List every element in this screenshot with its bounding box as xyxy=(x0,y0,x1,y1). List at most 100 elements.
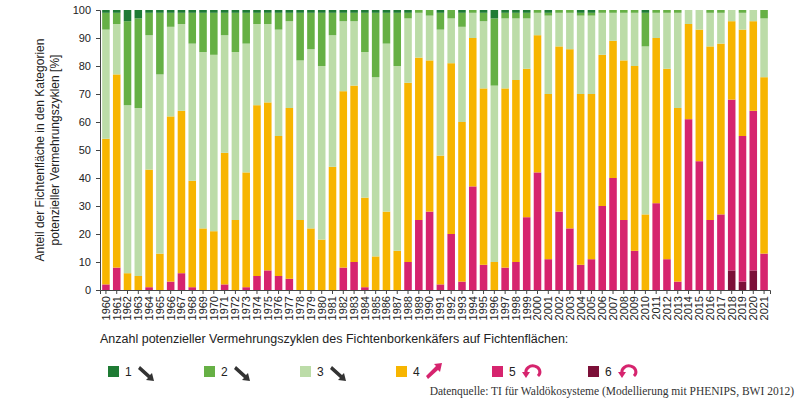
x-tick-mark xyxy=(580,290,581,294)
bar-segment xyxy=(188,10,196,13)
series-2 xyxy=(102,10,768,108)
x-tick-mark xyxy=(677,290,678,294)
bar-segment xyxy=(491,86,499,262)
bar-segment xyxy=(340,268,348,290)
bar-segment xyxy=(577,10,585,13)
bar-segment xyxy=(145,10,153,13)
legend-label: 1 xyxy=(125,365,132,379)
bar-segment xyxy=(458,122,466,282)
y-tick: 70 xyxy=(79,88,100,100)
bar-segment xyxy=(512,80,520,262)
bar-segment xyxy=(210,55,218,231)
bar-segment xyxy=(307,10,315,13)
y-axis: 0102030405060708090100 xyxy=(73,4,101,296)
bar-segment xyxy=(717,13,725,44)
bar-segment xyxy=(350,13,358,21)
legend-swatch xyxy=(108,366,119,377)
bar-segment xyxy=(329,35,337,167)
chart: 0102030405060708090100196019611962196319… xyxy=(0,0,800,400)
x-tick-mark xyxy=(300,290,301,294)
bar-segment xyxy=(156,10,164,13)
bar-segment xyxy=(167,10,175,13)
x-tick-mark xyxy=(429,290,430,294)
bar-segment xyxy=(696,10,704,11)
bar-segment xyxy=(674,282,682,290)
bar-segment xyxy=(566,13,574,49)
y-axis-line xyxy=(96,11,101,291)
bar-segment xyxy=(124,105,132,273)
bar-segment xyxy=(340,10,348,13)
bar-segment xyxy=(631,66,639,251)
bar-segment xyxy=(188,44,196,181)
legend-swatch xyxy=(300,366,311,377)
bar-segment xyxy=(296,13,304,61)
y-tick: 100 xyxy=(73,4,100,16)
bar-segment xyxy=(113,74,121,267)
bar-segment xyxy=(598,55,606,206)
legend-item: 6 xyxy=(588,365,636,379)
x-tick-mark xyxy=(559,290,560,294)
bar-segment xyxy=(318,13,326,66)
bar-segment xyxy=(480,88,488,264)
bar-segment xyxy=(620,220,628,290)
y-axis-title: Anteil der Fichtenfläche in den Kategori… xyxy=(33,39,47,262)
x-tick-mark xyxy=(138,290,139,294)
x-tick-mark xyxy=(181,290,182,294)
bar-segment xyxy=(555,46,563,211)
bar-segment xyxy=(534,13,542,35)
bar-segment xyxy=(598,206,606,290)
bar-segment xyxy=(221,153,229,285)
x-tick-mark xyxy=(602,290,603,294)
bar-segment xyxy=(750,21,758,111)
bar-segment xyxy=(264,13,272,24)
bar-segment xyxy=(545,16,553,94)
bar-segment xyxy=(372,77,380,256)
bar-segment xyxy=(728,100,736,271)
bar-segment xyxy=(361,10,369,13)
bar-segment xyxy=(739,10,747,13)
legend-swatch xyxy=(396,366,407,377)
y-tick: 20 xyxy=(79,228,100,240)
bar-segment xyxy=(588,13,596,16)
legend-icon xyxy=(618,366,636,378)
bar-segment xyxy=(760,10,768,18)
bar-segment xyxy=(188,287,196,290)
bar-segment xyxy=(631,10,639,13)
bar-segment xyxy=(372,256,380,290)
bar-segment xyxy=(426,10,434,16)
bar-segment xyxy=(242,10,250,13)
bar-segment xyxy=(199,13,207,52)
bar-segment xyxy=(372,10,380,13)
x-tick-mark xyxy=(127,290,128,294)
bar-segment xyxy=(393,10,401,13)
legend-label: 4 xyxy=(413,365,420,379)
bar-segment xyxy=(135,10,143,18)
bar-segment xyxy=(199,52,207,228)
x-tick-mark xyxy=(731,290,732,294)
bar-segment xyxy=(696,30,704,162)
bar-segment xyxy=(221,284,229,290)
y-tick-label: 90 xyxy=(79,32,91,44)
bar-segment xyxy=(642,214,650,290)
bar-segment xyxy=(469,10,477,11)
y-tick-mark xyxy=(96,234,100,235)
bar-segment xyxy=(210,10,218,13)
bar-segment xyxy=(674,13,682,108)
bar-segment xyxy=(350,262,358,290)
bar-segment xyxy=(264,270,272,290)
bar-segment xyxy=(156,13,164,75)
bar-segment xyxy=(178,111,186,273)
bar-segment xyxy=(221,10,229,13)
bar-segment xyxy=(447,63,455,234)
bar-segment xyxy=(652,10,660,11)
bar-segment xyxy=(566,228,574,290)
bar-segment xyxy=(340,13,348,21)
bar-segment xyxy=(415,10,423,11)
y-tick: 80 xyxy=(79,60,100,72)
bar-segment xyxy=(598,10,606,11)
x-axis: 1960196119621963196419651966196719681969… xyxy=(100,290,771,320)
bars xyxy=(102,10,768,290)
bar-segment xyxy=(167,13,175,27)
bar-segment xyxy=(717,214,725,290)
bar-segment xyxy=(167,27,175,117)
